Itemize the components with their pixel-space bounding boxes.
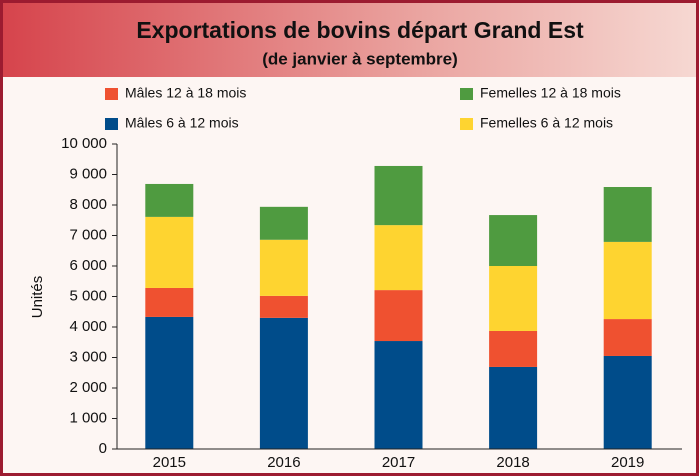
legend-swatch — [105, 88, 118, 100]
y-axis-label: Unités — [29, 276, 46, 319]
bar-segment — [259, 239, 308, 296]
bar-segment — [603, 187, 652, 242]
bar-segment — [374, 165, 423, 226]
bar-segment — [374, 225, 423, 291]
x-tick-label: 2016 — [267, 454, 300, 471]
y-tick-label: 1 000 — [69, 409, 107, 426]
header-band — [3, 3, 696, 77]
bar-segment — [145, 183, 194, 217]
bar-segment — [489, 215, 538, 266]
bar-segment — [259, 206, 308, 240]
chart-title: Exportations de bovins départ Grand Est — [136, 17, 584, 43]
y-tick-label: 10 000 — [61, 135, 107, 152]
y-tick-label: 8 000 — [69, 196, 107, 213]
legend-swatch — [460, 118, 473, 130]
bar-segment — [259, 317, 308, 449]
bar-segment — [603, 355, 652, 449]
bar-segment — [145, 287, 194, 317]
y-tick-label: 4 000 — [69, 318, 107, 335]
bar-segment — [603, 241, 652, 320]
bar-segment — [374, 290, 423, 342]
legend-label: Mâles 6 à 12 mois — [125, 115, 239, 131]
bar-segment — [603, 319, 652, 356]
y-tick-label: 9 000 — [69, 165, 107, 182]
chart-subtitle: (de janvier à septembre) — [262, 49, 458, 68]
bar-segment — [489, 266, 538, 331]
bar-segment — [259, 295, 308, 318]
bar-segment — [489, 366, 538, 449]
legend-swatch — [105, 118, 118, 130]
x-tick-label: 2019 — [611, 454, 644, 471]
legend-label: Mâles 12 à 18 mois — [125, 85, 246, 101]
bar-segment — [145, 316, 194, 449]
y-tick-label: 5 000 — [69, 287, 107, 304]
x-tick-label: 2015 — [153, 454, 186, 471]
y-tick-label: 6 000 — [69, 257, 107, 274]
bar-segment — [489, 330, 538, 367]
legend-label: Femelles 6 à 12 mois — [480, 115, 613, 131]
y-tick-label: 2 000 — [69, 379, 107, 396]
x-tick-label: 2017 — [382, 454, 415, 471]
y-tick-label: 3 000 — [69, 348, 107, 365]
legend-swatch — [460, 88, 473, 100]
legend-label: Femelles 12 à 18 mois — [480, 85, 621, 101]
y-tick-label: 0 — [99, 440, 107, 457]
y-tick-label: 7 000 — [69, 226, 107, 243]
x-tick-label: 2018 — [496, 454, 529, 471]
bar-segment — [145, 216, 194, 288]
bar-segment — [374, 341, 423, 449]
